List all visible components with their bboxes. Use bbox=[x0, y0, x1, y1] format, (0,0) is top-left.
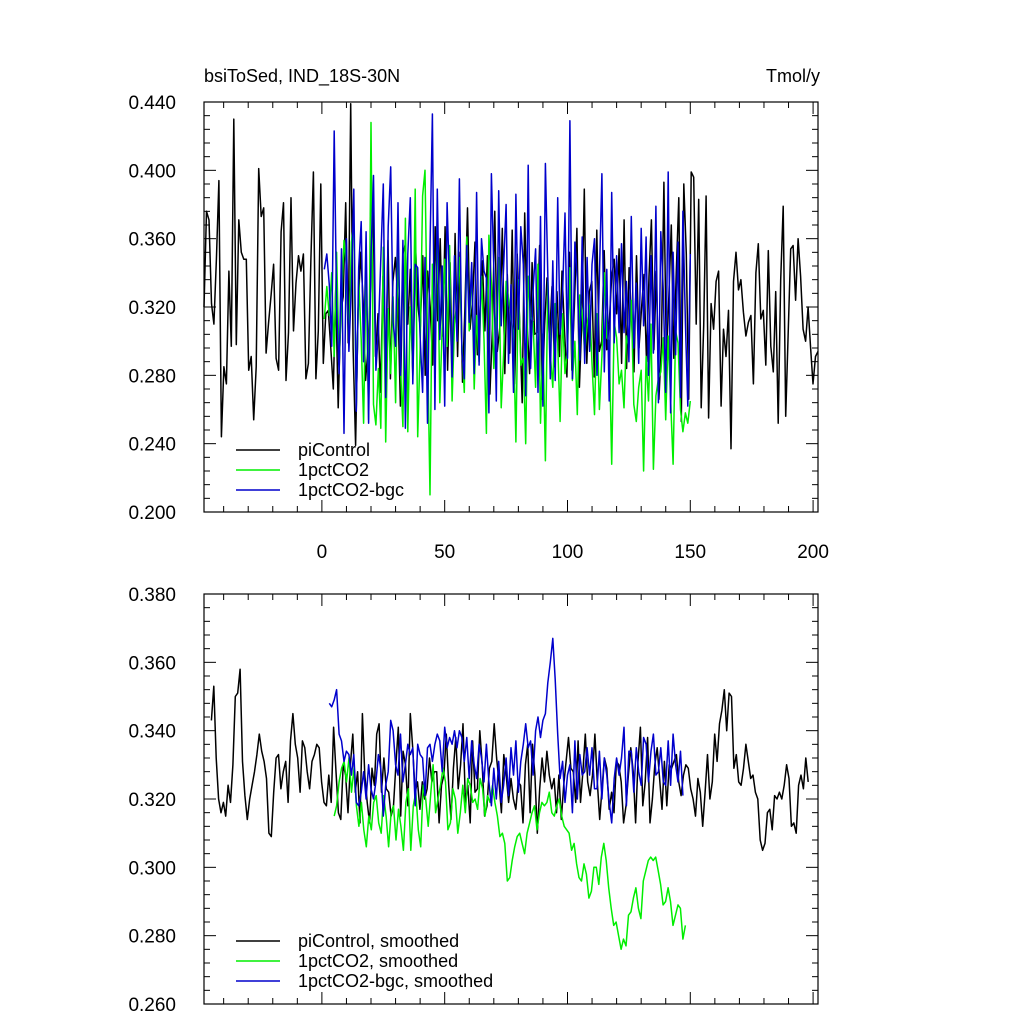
legend-label: 1pctCO2-bgc bbox=[298, 480, 404, 500]
x-tick-label: 50 bbox=[434, 542, 455, 563]
series-line-picontrol-smoothed bbox=[210, 668, 809, 852]
legend-label: 1pctCO2-bgc, smoothed bbox=[298, 971, 493, 991]
y-tick-label: 0.380 bbox=[128, 585, 176, 606]
y-tick-label: 0.300 bbox=[128, 858, 176, 879]
y-tick-label: 0.280 bbox=[128, 927, 176, 948]
y-tick-label: 0.440 bbox=[128, 93, 176, 114]
bottom-panel: 0.260 0.280 0.300 0.320 0.340 0.360 0.380 piCon… bbox=[128, 585, 819, 1016]
series-line-picontrol bbox=[203, 102, 819, 450]
y-tick-label: 0.360 bbox=[128, 653, 176, 674]
x-tick-label: 200 bbox=[797, 542, 829, 563]
top-panel: bsiToSed, IND_18S-30N Tmol/y 0.200 0.240 0… bbox=[128, 66, 828, 563]
y-tick-label: 0.360 bbox=[128, 230, 176, 251]
units-label: Tmol/y bbox=[766, 66, 820, 86]
series-line-1pctco2-bgc bbox=[323, 113, 692, 435]
legend-label: 1pctCO2, smoothed bbox=[298, 951, 458, 971]
chart-title: bsiToSed, IND_18S-30N bbox=[204, 66, 400, 87]
legend-label: 1pctCO2 bbox=[298, 460, 369, 480]
y-tick-label: 0.340 bbox=[128, 722, 176, 743]
y-tick-label: 0.280 bbox=[128, 366, 176, 387]
y-tick-label: 0.200 bbox=[128, 503, 176, 524]
series-line-1pctco2-bgc-smoothed bbox=[328, 637, 684, 824]
legend-label: piControl, smoothed bbox=[298, 931, 459, 951]
x-tick-label: 0 bbox=[317, 542, 328, 563]
x-tick-label: 150 bbox=[674, 542, 706, 563]
y-tick-label: 0.320 bbox=[128, 790, 176, 811]
legend-label: piControl bbox=[298, 440, 370, 460]
series-line-1pctco2-smoothed bbox=[333, 757, 687, 951]
x-tick-label: 100 bbox=[552, 542, 584, 563]
plot-frame bbox=[203, 593, 819, 1005]
y-tick-label: 0.240 bbox=[128, 435, 176, 456]
y-tick-label: 0.400 bbox=[128, 161, 176, 182]
y-tick-label: 0.260 bbox=[128, 995, 176, 1016]
y-tick-label: 0.320 bbox=[128, 298, 176, 319]
